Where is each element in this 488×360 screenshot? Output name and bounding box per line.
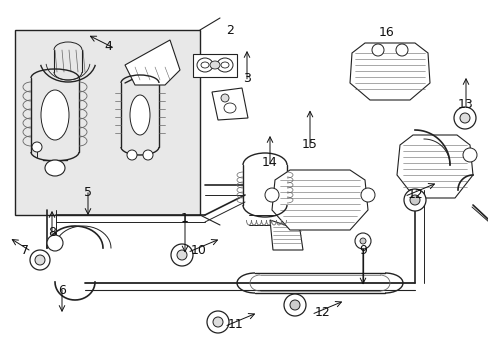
Polygon shape (271, 170, 367, 230)
Ellipse shape (209, 61, 220, 69)
Ellipse shape (284, 294, 305, 316)
Text: 5: 5 (84, 186, 92, 199)
Ellipse shape (371, 44, 383, 56)
Polygon shape (212, 88, 247, 120)
Polygon shape (349, 43, 429, 100)
Ellipse shape (47, 235, 63, 251)
Ellipse shape (403, 189, 425, 211)
Ellipse shape (354, 233, 370, 249)
Bar (15, 30, 200, 215)
Text: 6: 6 (58, 284, 66, 297)
Ellipse shape (142, 150, 153, 160)
Text: 11: 11 (227, 319, 243, 332)
Text: 15: 15 (302, 139, 317, 152)
Ellipse shape (221, 94, 228, 102)
Ellipse shape (221, 62, 228, 68)
Text: 16: 16 (378, 27, 394, 40)
Ellipse shape (360, 188, 374, 202)
Ellipse shape (45, 160, 65, 176)
Ellipse shape (395, 44, 407, 56)
Ellipse shape (359, 238, 365, 244)
Ellipse shape (453, 107, 475, 129)
Ellipse shape (224, 103, 236, 113)
Text: 2: 2 (225, 23, 233, 36)
Text: 4: 4 (104, 40, 112, 54)
Polygon shape (269, 220, 303, 250)
Polygon shape (125, 40, 180, 85)
Text: 1: 1 (181, 211, 188, 225)
Text: 13: 13 (457, 99, 473, 112)
Text: 12: 12 (407, 189, 423, 202)
Ellipse shape (130, 95, 150, 135)
Polygon shape (396, 135, 472, 198)
Text: 14: 14 (262, 157, 277, 170)
Ellipse shape (30, 250, 50, 270)
Ellipse shape (197, 58, 213, 72)
Ellipse shape (127, 150, 137, 160)
Ellipse shape (206, 311, 228, 333)
Ellipse shape (217, 58, 232, 72)
Polygon shape (193, 54, 237, 77)
Text: 8: 8 (48, 226, 56, 239)
Ellipse shape (201, 62, 208, 68)
Text: 3: 3 (243, 72, 250, 85)
Ellipse shape (177, 250, 186, 260)
Ellipse shape (289, 300, 299, 310)
Text: 9: 9 (358, 243, 366, 256)
Ellipse shape (459, 113, 469, 123)
Ellipse shape (171, 244, 193, 266)
Text: 12: 12 (314, 306, 330, 320)
Ellipse shape (213, 317, 223, 327)
Text: 7: 7 (21, 243, 29, 256)
Text: 10: 10 (191, 244, 206, 257)
Ellipse shape (41, 90, 69, 140)
Ellipse shape (264, 188, 279, 202)
Ellipse shape (409, 195, 419, 205)
Ellipse shape (35, 255, 45, 265)
Ellipse shape (462, 148, 476, 162)
Ellipse shape (32, 142, 42, 152)
